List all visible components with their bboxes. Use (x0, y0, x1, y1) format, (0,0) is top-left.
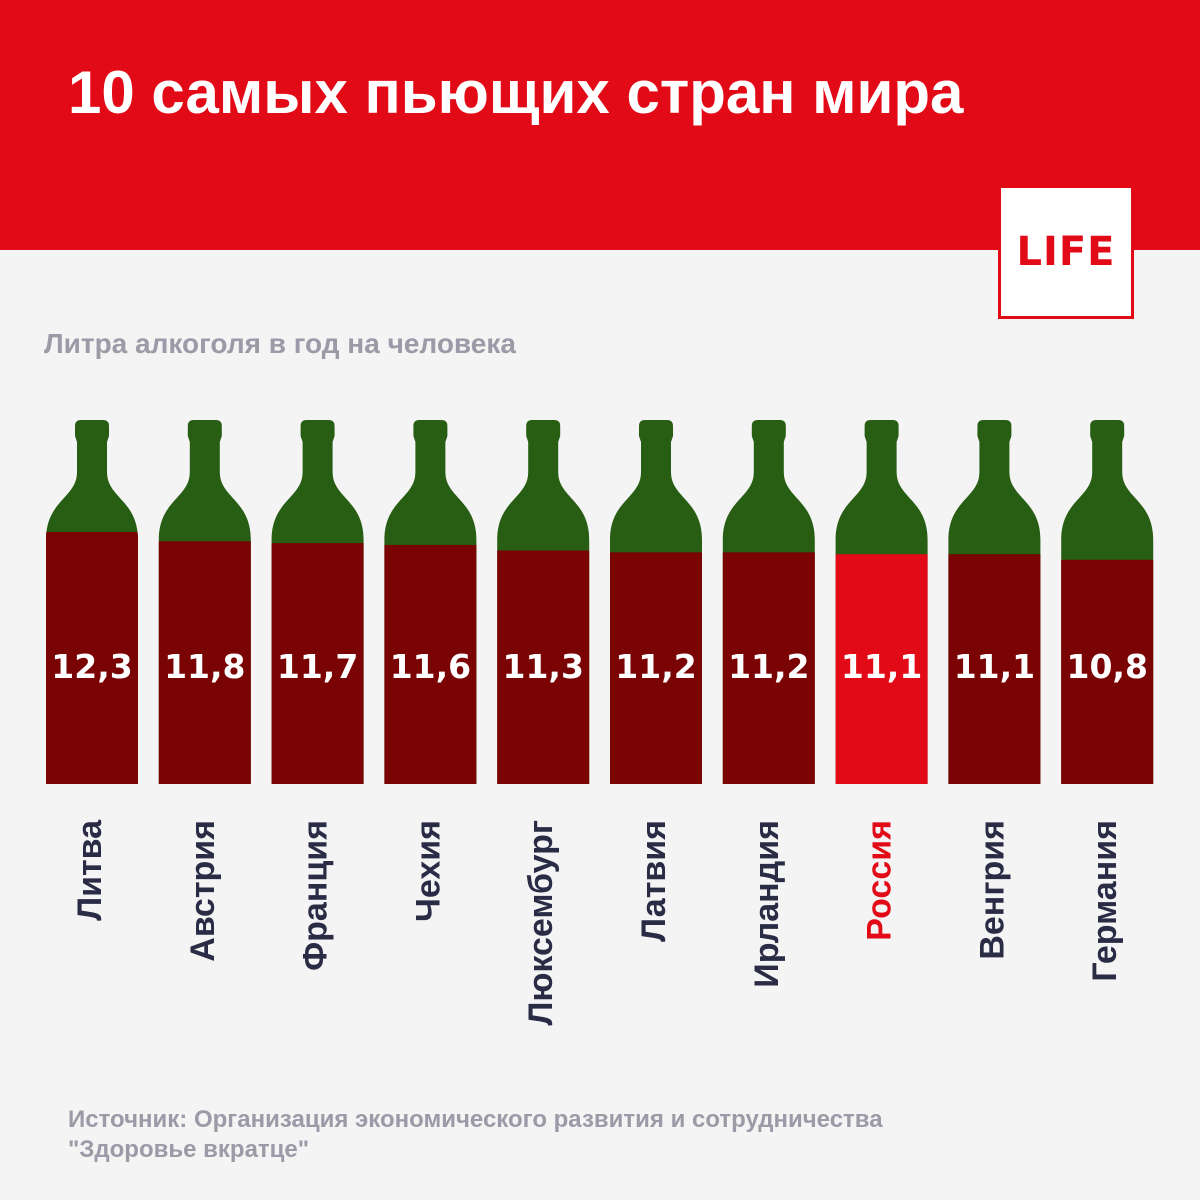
bottle-1: 12,3 Литва (46, 420, 138, 921)
bottle-6: 11,2 Латвия (610, 420, 702, 942)
bottle-7: 11,2 Ирландия (722, 420, 815, 988)
bar-5 (497, 550, 590, 784)
bar-4 (384, 544, 477, 784)
bar-3 (271, 543, 364, 784)
value-label-8: 11,1 (841, 647, 922, 686)
category-label-1: Литва (71, 819, 109, 921)
value-label-4: 11,6 (390, 647, 471, 686)
source-line-2: "Здоровье вкратце" (68, 1136, 310, 1163)
value-label-2: 11,8 (164, 647, 245, 686)
bar-1 (46, 532, 138, 784)
chart-subtitle: Литра алкоголя в год на человека (44, 328, 516, 359)
value-label-5: 11,3 (502, 647, 583, 686)
category-label-2: Австрия (184, 820, 222, 962)
value-label-1: 12,3 (51, 647, 132, 686)
bar-10 (1061, 559, 1154, 784)
bottle-3: 11,7 Франция (271, 420, 364, 971)
value-label-6: 11,2 (615, 647, 696, 686)
bar-7 (722, 552, 815, 784)
category-label-5: Люксембург (522, 820, 560, 1025)
category-label-4: Чехия (409, 820, 447, 922)
category-label-7: Ирландия (748, 820, 786, 988)
bottle-5: 11,3 Люксембург (497, 420, 590, 1025)
bottle-8: 11,1 Россия (835, 420, 928, 941)
bottle-bar-chart: 12,3 Литва 11,8 Австрия 11,7 Франция 11,6 Чехия… (46, 420, 1154, 1025)
value-label-7: 11,2 (728, 647, 809, 686)
life-logo[interactable]: LIFE (998, 185, 1134, 319)
bar-9 (948, 554, 1041, 784)
bottle-10: 10,8 Германия (1061, 420, 1154, 982)
bottle-9: 11,1 Венгрия (948, 420, 1041, 960)
bar-2 (158, 541, 251, 784)
category-label-8: Россия (861, 820, 899, 941)
source-line-1: Источник: Организация экономического раз… (68, 1106, 883, 1133)
value-label-9: 11,1 (954, 647, 1035, 686)
logo-text: LIFE (1016, 229, 1116, 275)
source-note: Источник: Организация экономического раз… (68, 1105, 1068, 1165)
value-label-3: 11,7 (277, 647, 358, 686)
category-label-6: Латвия (635, 820, 673, 942)
bottle-2: 11,8 Австрия (158, 420, 251, 962)
category-label-3: Франция (297, 820, 335, 971)
bottle-4: 11,6 Чехия (384, 420, 477, 922)
category-label-9: Венгрия (973, 820, 1011, 960)
bar-6 (610, 552, 702, 784)
value-label-10: 10,8 (1066, 647, 1147, 686)
page-title: 10 самых пьющих стран мира (68, 59, 964, 126)
bar-8 (835, 554, 928, 784)
category-label-10: Германия (1086, 820, 1124, 982)
